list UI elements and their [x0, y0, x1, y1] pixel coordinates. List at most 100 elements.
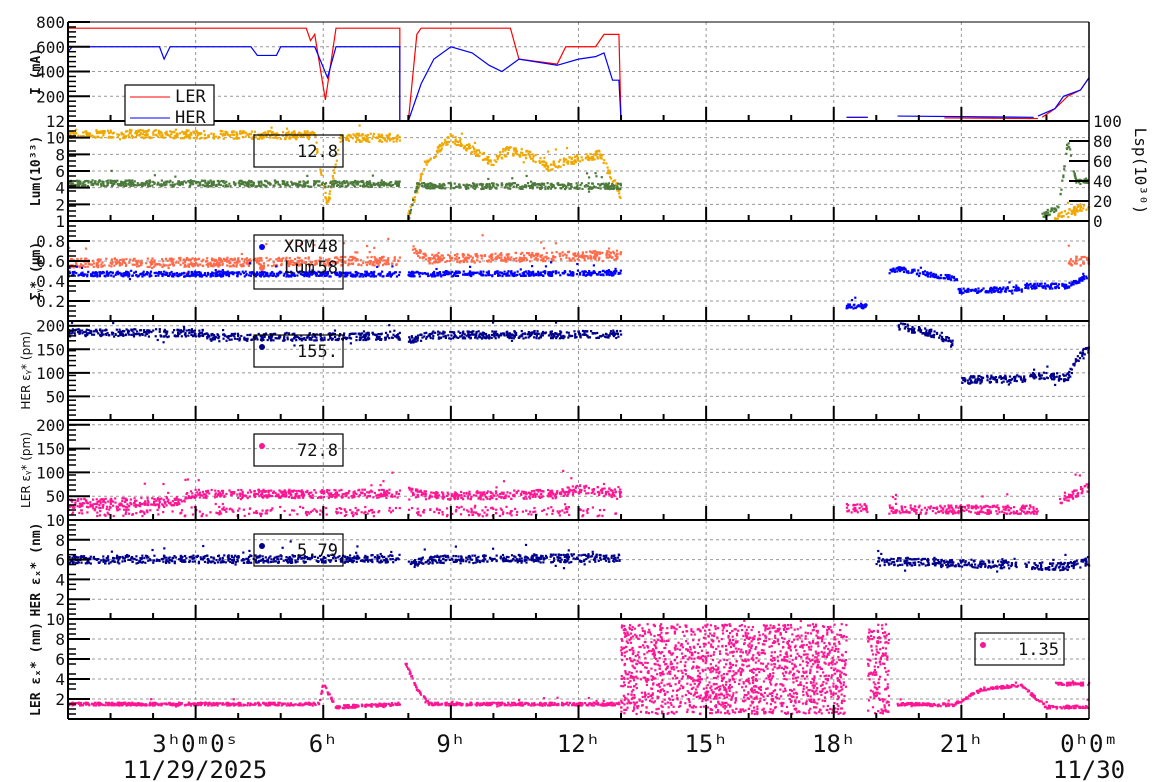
- data-point: [501, 183, 504, 186]
- data-point: [364, 275, 368, 278]
- data-point: [316, 150, 319, 153]
- data-point: [1057, 212, 1060, 215]
- data-point: [251, 136, 254, 139]
- data-point: [189, 262, 192, 265]
- data-point: [499, 332, 503, 335]
- data-point: [130, 333, 133, 336]
- data-point: [190, 270, 193, 274]
- data-point: [609, 273, 613, 276]
- data-point: [911, 271, 914, 274]
- data-point: [75, 265, 78, 268]
- data-point: [239, 273, 242, 276]
- data-point: [524, 154, 527, 157]
- data-point: [259, 271, 262, 274]
- data-point: [253, 338, 256, 341]
- data-point: [455, 255, 458, 258]
- data-point: [506, 272, 509, 275]
- data-point: [82, 331, 86, 334]
- data-point: [508, 258, 511, 261]
- data-point: [372, 333, 375, 336]
- data-point: [537, 252, 540, 255]
- data-point: [1039, 282, 1042, 286]
- data-point: [218, 257, 221, 260]
- data-point: [997, 290, 1000, 294]
- data-point: [615, 254, 618, 258]
- data-point: [362, 180, 365, 183]
- data-point: [104, 332, 108, 336]
- data-point: [617, 182, 620, 185]
- data-point: [128, 181, 132, 184]
- data-point: [76, 179, 79, 182]
- data-point: [502, 273, 505, 276]
- data-point: [937, 275, 940, 278]
- data-point: [428, 332, 431, 336]
- data-point: [592, 270, 595, 273]
- data-point: [1060, 215, 1063, 218]
- data-point: [280, 258, 283, 261]
- data-point: [987, 291, 990, 294]
- data-point: [120, 263, 124, 266]
- data-point: [1046, 211, 1050, 214]
- data-point: [86, 333, 89, 336]
- data-point: [294, 136, 297, 139]
- data-point: [558, 252, 561, 255]
- data-point: [538, 160, 541, 163]
- data-point: [583, 332, 586, 335]
- data-point: [334, 335, 337, 339]
- data-point: [508, 337, 511, 340]
- data-point: [225, 339, 228, 342]
- data-point: [199, 184, 202, 187]
- data-point: [328, 275, 331, 278]
- data-point: [324, 185, 327, 188]
- data-point: [427, 159, 431, 162]
- data-point: [108, 334, 111, 337]
- data-point: [276, 180, 279, 184]
- data-point: [355, 181, 358, 184]
- data-point: [157, 183, 160, 186]
- data-point: [323, 336, 326, 339]
- data-point: [524, 186, 528, 189]
- data-point: [346, 336, 349, 340]
- data-point: [491, 259, 494, 262]
- data-point: [575, 187, 578, 190]
- data-point: [141, 136, 144, 139]
- data-point: [274, 337, 277, 340]
- data-point: [918, 274, 921, 278]
- data-point: [157, 129, 160, 132]
- data-point: [342, 242, 345, 245]
- data-point: [187, 134, 190, 138]
- data-point: [338, 258, 341, 262]
- data-point: [365, 333, 368, 336]
- data-point: [99, 272, 102, 275]
- data-point: [425, 163, 428, 166]
- data-point: [431, 275, 434, 278]
- data-point: [487, 274, 490, 277]
- data-point: [298, 183, 302, 186]
- data-point: [393, 258, 396, 261]
- data-point: [228, 261, 232, 265]
- data-point: [429, 185, 432, 188]
- data-point: [526, 333, 529, 336]
- data-point: [549, 330, 552, 333]
- data-point: [354, 273, 357, 277]
- data-point: [222, 137, 225, 140]
- data-point: [944, 273, 947, 277]
- data-point: [354, 275, 357, 278]
- data-point: [188, 133, 192, 136]
- data-point: [115, 272, 119, 275]
- data-point: [492, 163, 495, 167]
- data-point: [1081, 276, 1084, 279]
- data-point: [1067, 262, 1070, 265]
- data-point: [619, 196, 622, 200]
- data-point: [363, 333, 366, 336]
- data-point: [848, 303, 852, 306]
- data-point: [378, 256, 381, 260]
- data-point: [555, 337, 558, 340]
- data-point: [295, 339, 298, 342]
- data-point: [559, 274, 562, 277]
- data-point: [554, 165, 557, 168]
- data-point: [135, 332, 139, 336]
- data-point: [368, 180, 371, 183]
- data-point: [371, 272, 374, 275]
- data-point: [329, 275, 332, 278]
